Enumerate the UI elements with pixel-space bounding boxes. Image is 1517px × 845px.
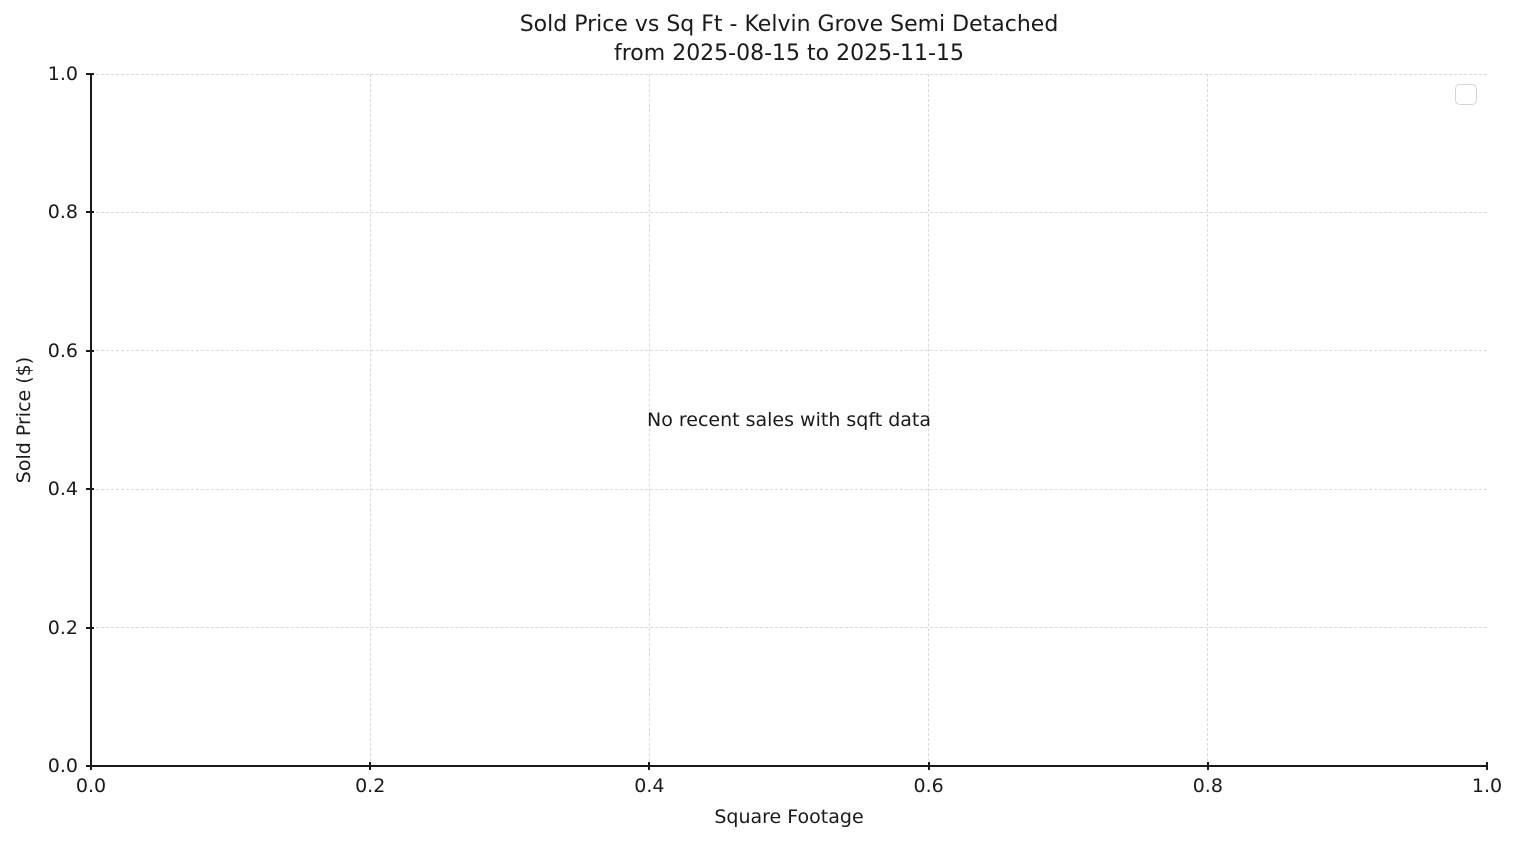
chart-subtitle: from 2025-08-15 to 2025-11-15 (614, 41, 964, 66)
y-tick-label: 0.4 (47, 478, 78, 501)
x-tick-label: 0.8 (1192, 775, 1223, 797)
y-tick-label: 0.0 (47, 755, 78, 777)
empty-data-annotation: No recent sales with sqft data (646, 409, 932, 431)
x-tick-label: 0.6 (913, 775, 944, 797)
y-tick-label: 0.6 (47, 339, 78, 362)
y-tick-mark (86, 488, 94, 491)
y-tick-mark (86, 211, 94, 214)
x-tick-label: 1.0 (1471, 775, 1503, 797)
gridline-vertical (369, 74, 371, 766)
y-tick-label: 0.8 (47, 201, 78, 224)
x-tick-mark (648, 762, 651, 770)
chart-title-block: Sold Price vs Sq Ft - Kelvin Grove Semi … (91, 10, 1487, 68)
gridline-horizontal (91, 211, 1487, 213)
x-tick-label: 0.0 (75, 775, 107, 797)
gridline-vertical (1207, 74, 1209, 766)
x-tick-mark (1206, 762, 1209, 770)
chart-title: Sold Price vs Sq Ft - Kelvin Grove Semi … (519, 12, 1059, 37)
y-tick-label: 1.0 (47, 63, 78, 85)
x-tick-mark (1486, 762, 1488, 770)
x-tick-mark (927, 762, 930, 770)
x-axis-spine (90, 765, 1487, 767)
legend-box (1455, 84, 1477, 105)
plot-area: 0.0 0.2 0.4 0.6 0.8 1.0 0.0 0.2 0.4 0.6 0.8 1.0 No … (48, 63, 1502, 797)
y-tick-mark (86, 349, 94, 352)
gridline-horizontal (91, 350, 1487, 352)
y-tick-mark (86, 73, 94, 75)
gridline-vertical (648, 74, 650, 766)
gridline-horizontal (91, 627, 1487, 629)
x-tick-mark (369, 762, 372, 770)
y-tick-mark (86, 765, 94, 767)
gridline-horizontal (91, 73, 1487, 75)
gridline-vertical (928, 74, 930, 766)
y-tick-label: 0.2 (47, 616, 78, 639)
x-tick-label: 0.2 (355, 775, 386, 797)
y-axis-label: Sold Price ($) (13, 356, 35, 484)
x-axis-label: Square Footage (714, 806, 864, 828)
gridline-horizontal (91, 488, 1487, 490)
y-tick-mark (86, 626, 94, 629)
x-tick-label: 0.4 (634, 775, 665, 797)
y-axis-spine (90, 74, 92, 767)
